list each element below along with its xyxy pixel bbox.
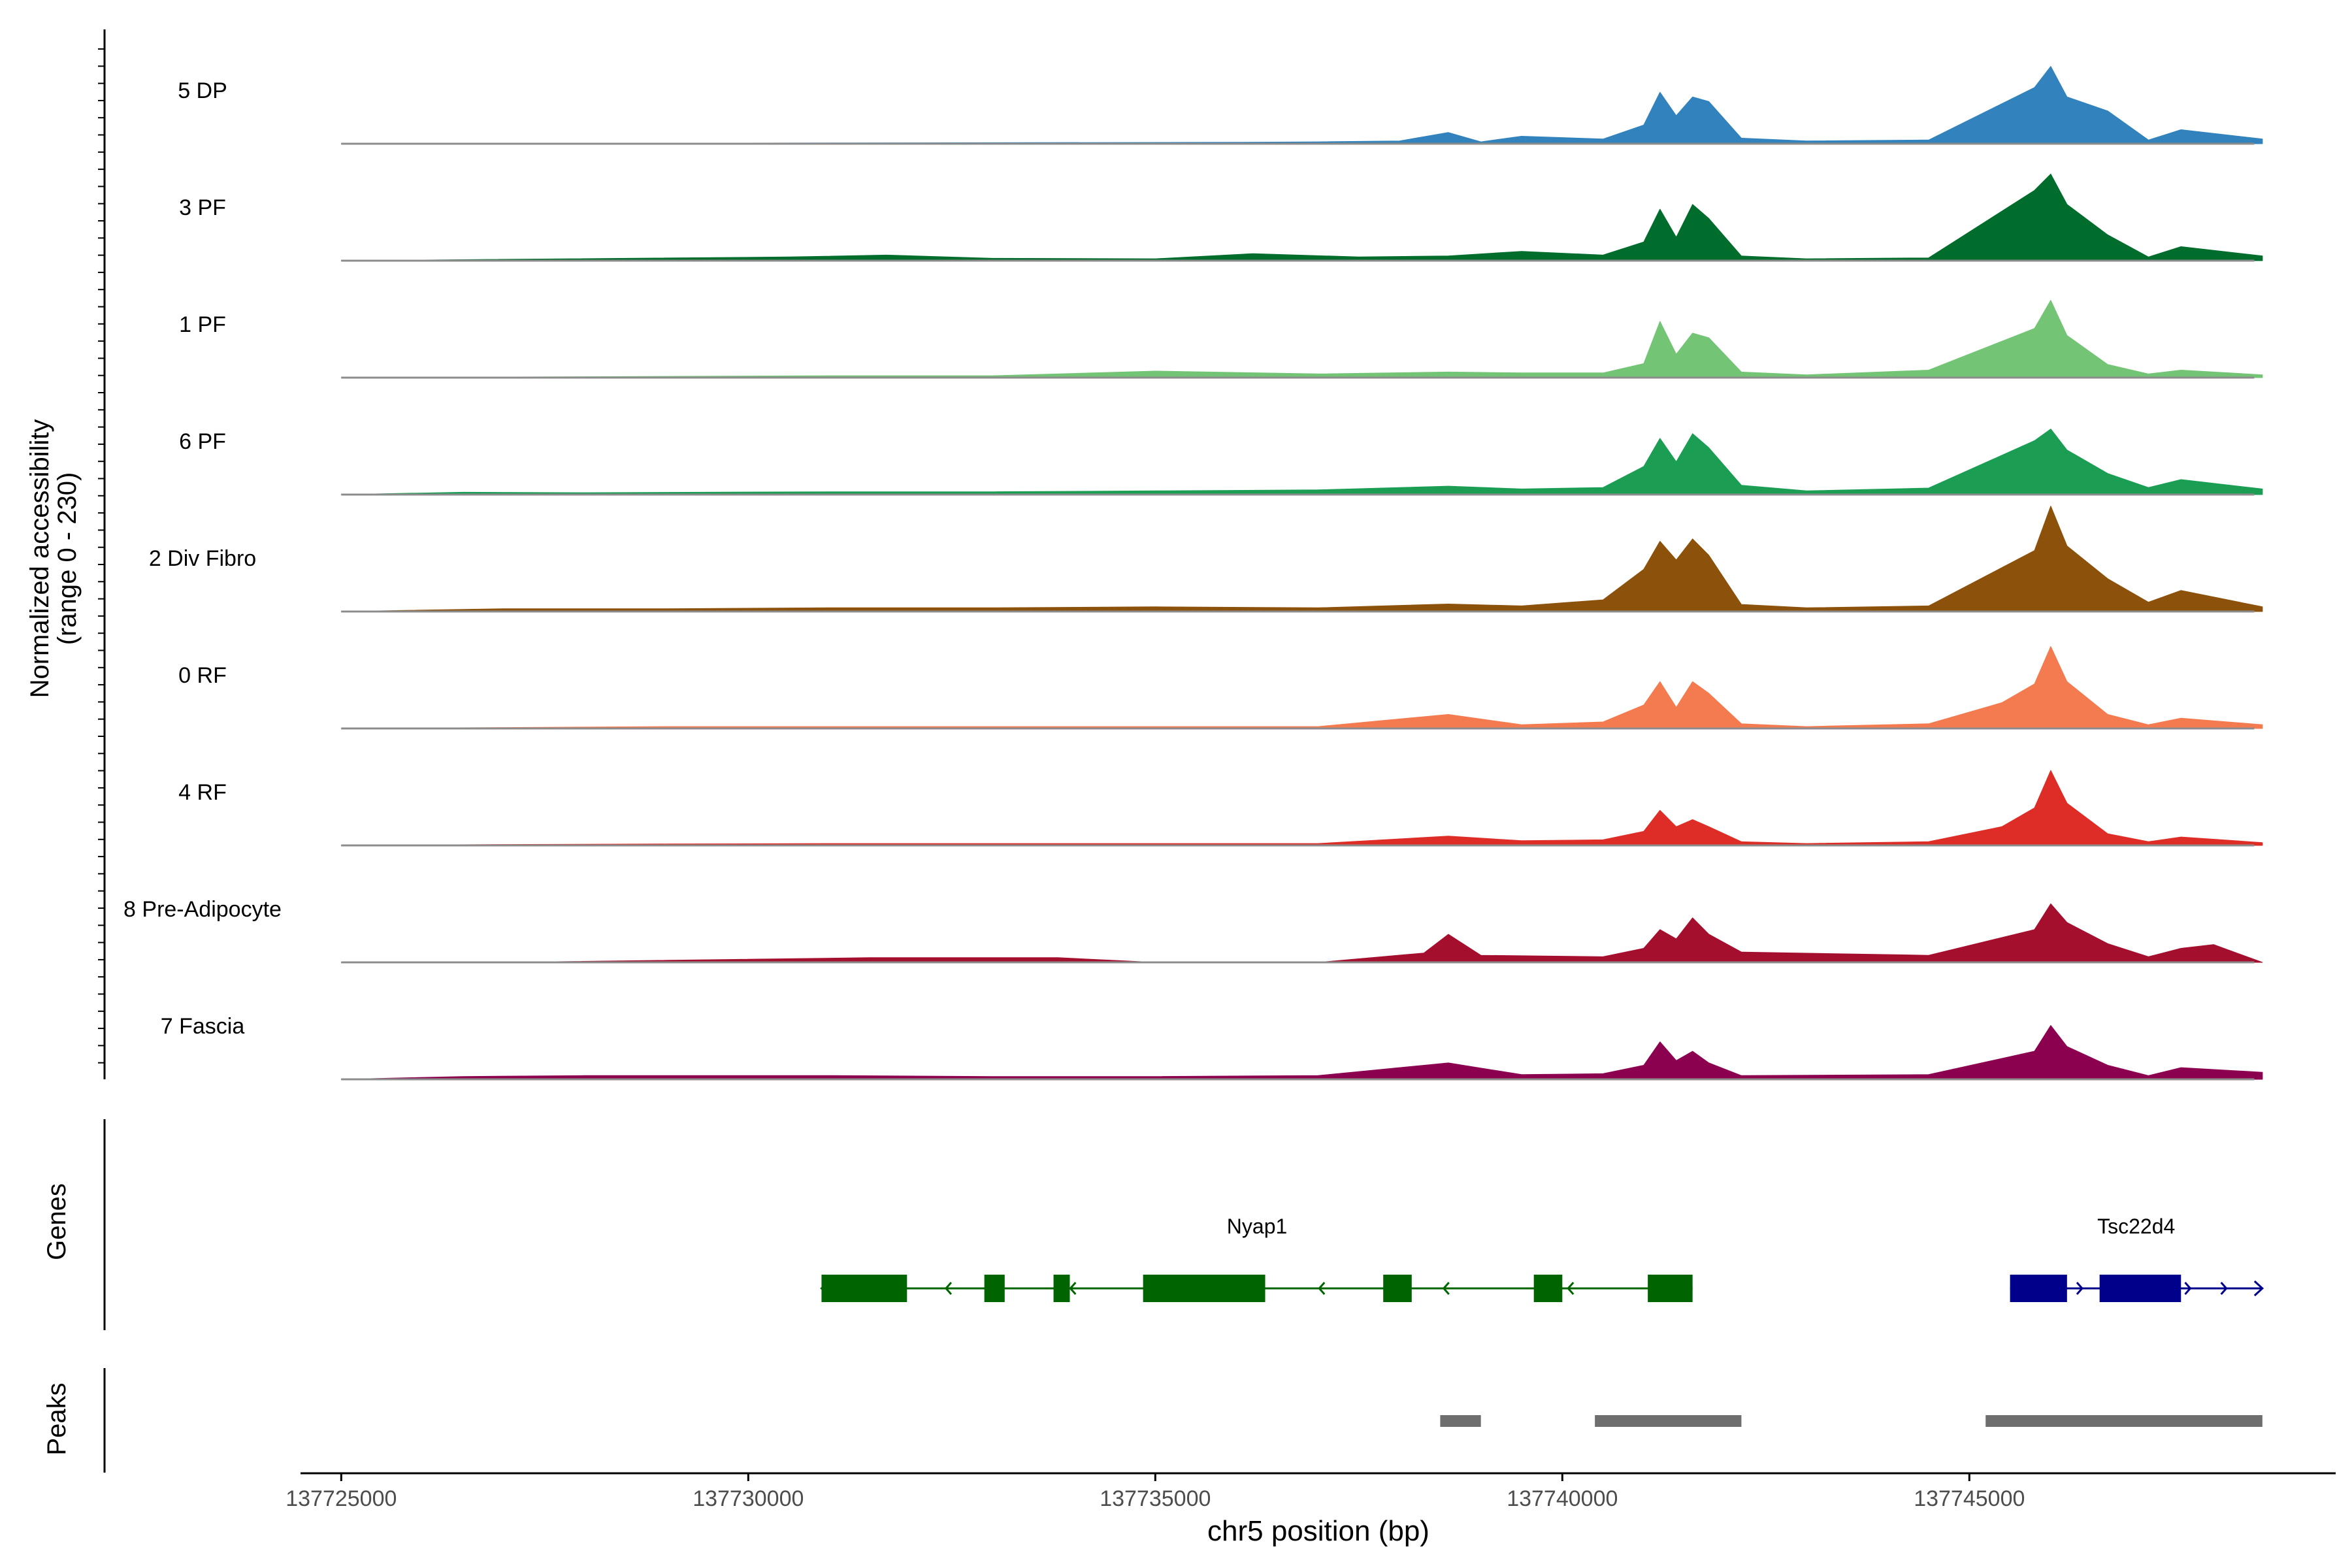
y-axis-ticks <box>98 48 105 1064</box>
track-3-pf: 3 PF <box>179 173 2263 262</box>
gene-exon <box>2010 1275 2067 1302</box>
x-tick-label: 137725000 <box>286 1486 397 1511</box>
track-label: 2 Div Fibro <box>149 546 256 571</box>
gene-name: Nyap1 <box>1227 1215 1288 1238</box>
track-label: 8 Pre-Adipocyte <box>123 897 282 922</box>
peak-region <box>1985 1415 2262 1427</box>
track-0-rf: 0 RF <box>178 646 2263 730</box>
strand-arrow <box>1442 1282 1450 1295</box>
strand-arrow <box>2220 1282 2228 1295</box>
track-8-pre-adipocyte: 8 Pre-Adipocyte <box>123 897 2263 964</box>
coverage-area <box>340 300 2263 378</box>
track-label: 4 RF <box>178 780 227 805</box>
track-5-dp: 5 DP <box>178 66 2263 145</box>
strand-arrow <box>2184 1282 2192 1295</box>
gene-exon <box>1383 1275 1412 1302</box>
gene-name: Tsc22d4 <box>2097 1215 2175 1238</box>
coverage-area <box>340 506 2263 612</box>
track-label: 6 PF <box>179 429 226 454</box>
track-1-pf: 1 PF <box>179 300 2263 379</box>
peak-region <box>1595 1415 1742 1427</box>
track-2-div-fibro: 2 Div Fibro <box>149 506 2263 613</box>
strand-arrow <box>1567 1282 1575 1295</box>
track-label: 7 Fascia <box>161 1014 245 1039</box>
coverage-area <box>340 429 2263 495</box>
peaks-track-label: Peaks <box>42 1382 71 1455</box>
strand-arrow <box>1069 1282 1077 1295</box>
track-label: 1 PF <box>179 312 226 337</box>
x-tick-label: 137735000 <box>1100 1486 1211 1511</box>
coverage-area <box>340 770 2263 846</box>
track-label: 0 RF <box>178 663 227 688</box>
gene-nyap1: Nyap1 <box>820 1215 1693 1302</box>
coverage-area <box>340 173 2263 261</box>
y-axis-label: Normalized accessibility (range 0 - 230) <box>25 419 82 698</box>
coverage-area <box>340 646 2263 729</box>
x-tick-label: 137740000 <box>1507 1486 1618 1511</box>
coverage-tracks: 5 DP 3 PF 1 PF 6 PF 2 Div Fibro 0 RF 4 RF 8 Pre… <box>123 66 2263 1081</box>
coverage-area <box>340 903 2263 963</box>
gene-tsc22d4: Tsc22d4 <box>2010 1215 2264 1302</box>
coverage-area <box>340 1025 2263 1080</box>
x-tick-label: 137730000 <box>693 1486 804 1511</box>
x-axis: 137725000 137730000 137735000 137740000 1377… <box>286 1473 2025 1511</box>
y-axis-label-line2: (range 0 - 230) <box>53 472 82 645</box>
genes-track-label: Genes <box>42 1183 71 1260</box>
y-axis-label-line1: Normalized accessibility <box>25 419 54 698</box>
coverage-area <box>340 66 2263 144</box>
gene-exon <box>984 1275 1005 1302</box>
gene-exon <box>821 1275 907 1302</box>
track-label: 3 PF <box>179 195 226 220</box>
peak-track <box>1440 1415 2262 1427</box>
strand-arrow <box>1318 1282 1326 1295</box>
gene-track: Nyap1 Tsc22d4 <box>820 1215 2264 1302</box>
track-4-rf: 4 RF <box>178 770 2263 847</box>
x-axis-title: chr5 position (bp) <box>1207 1515 1429 1547</box>
track-label: 5 DP <box>178 78 227 103</box>
strand-arrow <box>944 1282 953 1295</box>
x-tick-label: 137745000 <box>1914 1486 2025 1511</box>
strand-arrow <box>2253 1280 2264 1297</box>
gene-exon <box>2099 1275 2181 1302</box>
gene-exon <box>1648 1275 1693 1302</box>
gene-exon <box>1053 1275 1070 1302</box>
gene-exon <box>1143 1275 1266 1302</box>
track-7-fascia: 7 Fascia <box>161 1014 2263 1081</box>
strand-arrow <box>2076 1282 2083 1295</box>
peak-region <box>1440 1415 1481 1427</box>
gene-exon <box>1533 1275 1563 1302</box>
track-6-pf: 6 PF <box>179 429 2263 496</box>
